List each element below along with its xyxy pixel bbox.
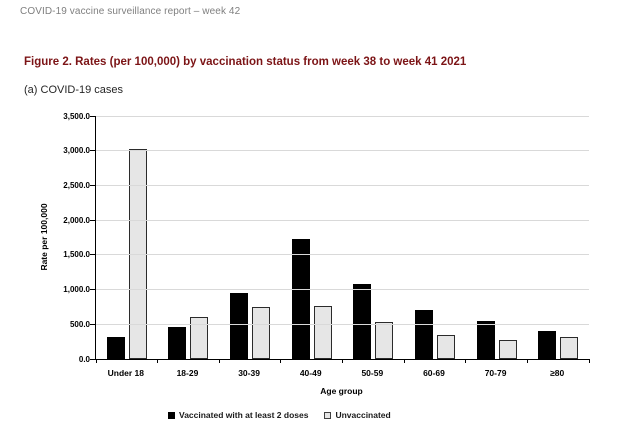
- y-axis-tick-label: 1,500.0: [63, 250, 90, 260]
- y-axis-tick: [90, 150, 96, 152]
- x-axis-tick-label: 18-29: [176, 368, 199, 378]
- bar-vaccinated: [476, 321, 495, 359]
- y-axis-tick: [90, 115, 96, 117]
- x-axis-tick: [280, 359, 282, 363]
- y-axis-tick: [90, 184, 96, 186]
- y-axis-tick-label: 1,000.0: [63, 285, 90, 295]
- y-axis-tick: [90, 358, 96, 360]
- bar-unvaccinated: [313, 305, 332, 359]
- y-axis-tick-label: 0.0: [78, 354, 90, 364]
- bar-unvaccinated: [560, 337, 579, 359]
- document-header: COVID-19 vaccine surveillance report – w…: [20, 6, 241, 17]
- y-axis-tick: [90, 219, 96, 221]
- bar-vaccinated: [230, 293, 249, 359]
- x-axis-tick: [342, 359, 343, 363]
- bar-vaccinated: [168, 327, 187, 359]
- y-axis-tick-label: 2,500.0: [63, 180, 90, 190]
- x-axis-tick-labels: Under 18 18-29 30-39 40-49 50-59 60-69 70-79 ≥8…: [95, 368, 588, 378]
- x-axis-tick: [403, 359, 405, 363]
- x-axis-tick-label: 50-59: [361, 368, 384, 378]
- plot-area: [90, 115, 590, 363]
- x-axis-tick-label: 70-79: [484, 368, 507, 378]
- gridline: [96, 219, 589, 221]
- legend-label: Vaccinated with at least 2 doses: [179, 410, 309, 420]
- bar-vaccinated: [538, 330, 557, 359]
- y-axis-tick: [90, 254, 96, 256]
- gridline: [96, 115, 589, 117]
- bar-unvaccinated: [436, 334, 455, 359]
- y-axis-tick: [90, 289, 96, 291]
- bars-layer: [96, 116, 589, 359]
- bar-group-18-29: [158, 116, 220, 359]
- x-axis-tick-label: 30-39: [238, 368, 260, 378]
- bar-unvaccinated: [498, 340, 517, 359]
- y-axis-tick-labels: 0.0 500.0 1,000.0 1,500.0 2,000.0 2,500.0 3,00…: [18, 112, 90, 364]
- x-axis-tick: [157, 359, 159, 363]
- gridline: [96, 323, 589, 325]
- chart-legend: Vaccinated with at least 2 doses Unvaccin…: [168, 410, 391, 420]
- gridline: [96, 150, 589, 152]
- legend-swatch-unvaccinated: [324, 411, 332, 419]
- gridline: [96, 254, 589, 256]
- x-axis-tick: [218, 359, 220, 363]
- gridline: [96, 184, 589, 186]
- x-axis-tick: [526, 359, 528, 363]
- bar-group-70-79: [466, 116, 528, 359]
- figure-title: Figure 2. Rates (per 100,000) by vaccina…: [24, 56, 467, 68]
- bar-unvaccinated: [190, 316, 209, 359]
- y-axis-tick-label: 3,000.0: [63, 146, 90, 156]
- bar-unvaccinated: [375, 322, 394, 359]
- bar-group-30-39: [219, 116, 281, 359]
- legend-label: Unvaccinated: [335, 410, 391, 420]
- x-axis-tick-label: 40-49: [299, 368, 322, 378]
- bar-chart: Rate per 100,000 0.0 500.0 1,000.0 1,500.0 2…: [0, 110, 632, 433]
- bar-vaccinated: [291, 238, 310, 359]
- bar-group-50-59: [343, 116, 405, 359]
- bar-vaccinated: [106, 337, 125, 359]
- legend-swatch-vaccinated: [168, 411, 175, 419]
- bar-unvaccinated: [128, 149, 147, 359]
- x-axis-tick: [95, 359, 97, 363]
- bar-group-≥80: [527, 116, 589, 359]
- y-axis-tick-label: 2,000.0: [63, 215, 90, 225]
- x-axis-tick: [465, 359, 467, 363]
- bar-group-40-49: [281, 116, 343, 359]
- y-axis-tick-label: 500.0: [69, 319, 90, 329]
- x-axis-tick-label: 60-69: [423, 368, 445, 378]
- bar-vaccinated: [414, 309, 433, 359]
- bar-group-under-18: [96, 116, 158, 359]
- x-axis-tick-label: Under 18: [107, 368, 144, 378]
- x-axis-title: Age group: [320, 386, 363, 396]
- x-axis-tick: [588, 359, 590, 363]
- bar-unvaccinated: [252, 307, 271, 359]
- bar-group-60-69: [404, 116, 466, 359]
- legend-item-vaccinated: Vaccinated with at least 2 doses: [168, 410, 308, 420]
- x-axis-tick-label: ≥80: [550, 368, 565, 378]
- y-axis-tick-label: 3,500.0: [63, 111, 90, 121]
- figure-subtitle: (a) COVID-19 cases: [24, 84, 124, 96]
- gridline: [96, 289, 589, 291]
- bar-vaccinated: [353, 284, 372, 359]
- legend-item-unvaccinated: Unvaccinated: [324, 410, 391, 420]
- y-axis-tick: [90, 323, 96, 325]
